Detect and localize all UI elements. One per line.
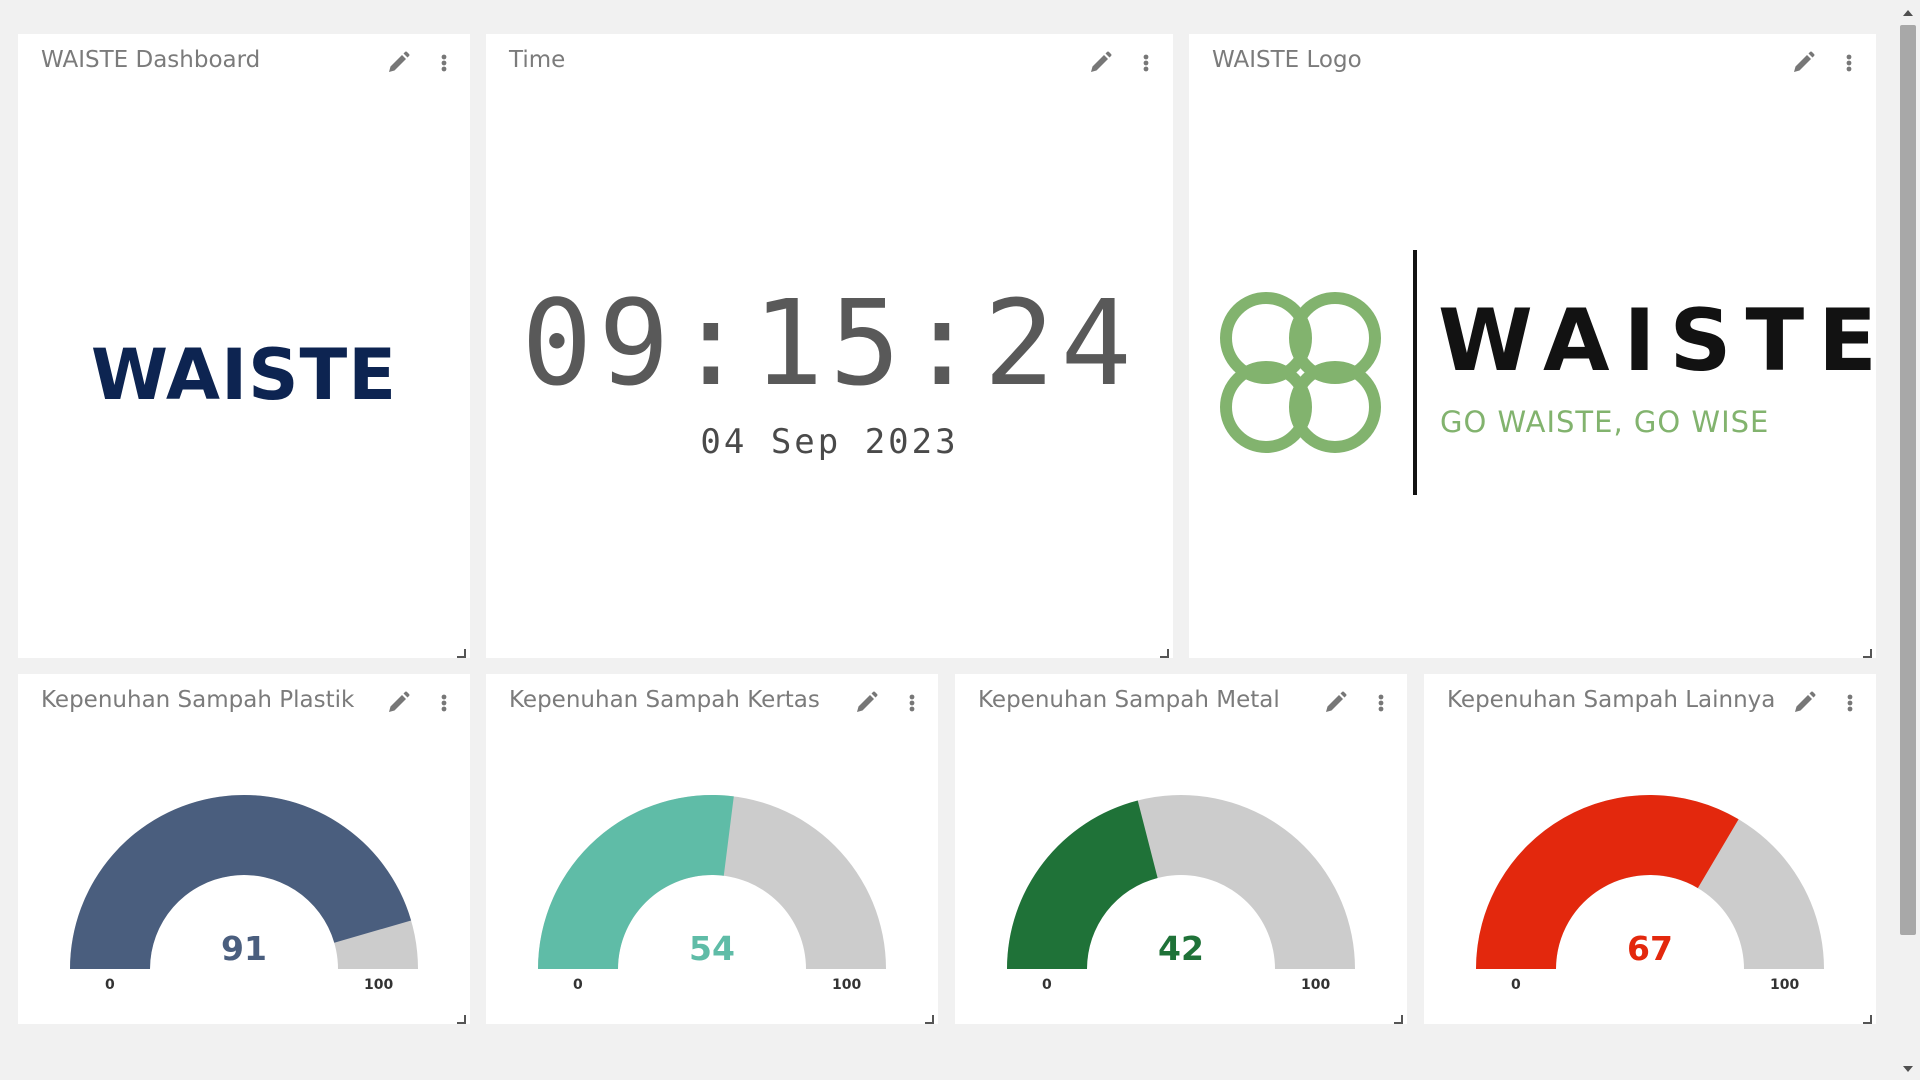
widget-title: Kepenuhan Sampah Kertas <box>509 687 820 713</box>
gauge-min-label: 0 <box>1511 977 1521 993</box>
kebab-menu-icon[interactable] <box>1841 48 1857 78</box>
widget-gauge-lainnya: Kepenuhan Sampah Lainnya 67 0 100 <box>1424 674 1876 1024</box>
clock-time: 09:15:24 <box>521 274 1138 412</box>
kebab-menu-icon[interactable] <box>1138 48 1154 78</box>
resize-handle-icon[interactable] <box>1394 1011 1403 1024</box>
pencil-icon[interactable] <box>1085 48 1115 78</box>
widget-title: Kepenuhan Sampah Metal <box>978 687 1280 713</box>
resize-handle-icon[interactable] <box>925 1011 934 1024</box>
scroll-down-arrow-icon[interactable] <box>1901 1062 1915 1074</box>
gauge-max-label: 100 <box>1301 977 1331 993</box>
gauge-max-label: 100 <box>1770 977 1800 993</box>
resize-handle-icon[interactable] <box>1863 1011 1872 1024</box>
gauge-max-label: 100 <box>832 977 862 993</box>
gauge-chart <box>538 795 886 969</box>
widget-gauge-plastik: Kepenuhan Sampah Plastik 91 0 100 <box>18 674 470 1024</box>
kebab-menu-icon[interactable] <box>1373 688 1389 718</box>
vertical-scrollbar[interactable] <box>1895 0 1920 1080</box>
widget-waiste-dashboard: WAISTE Dashboard WAISTE <box>18 34 470 658</box>
kebab-menu-icon[interactable] <box>904 688 920 718</box>
pencil-icon[interactable] <box>383 48 413 78</box>
kebab-menu-icon[interactable] <box>436 688 452 718</box>
gauge-chart <box>1476 795 1824 969</box>
kebab-menu-icon[interactable] <box>1842 688 1858 718</box>
gauge-fill <box>70 794 412 969</box>
widget-gauge-kertas: Kepenuhan Sampah Kertas 54 0 100 <box>486 674 938 1024</box>
widget-title: Kepenuhan Sampah Plastik <box>41 687 355 713</box>
widget-title: WAISTE Logo <box>1212 47 1362 73</box>
brand-text: WAISTE <box>90 334 398 416</box>
widget-title: Time <box>509 47 566 73</box>
gauge-chart <box>1007 795 1355 969</box>
gauge-value: 91 <box>221 929 267 968</box>
widget-time: Time 09:15:24 04 Sep 2023 <box>486 34 1173 658</box>
pencil-icon[interactable] <box>1320 688 1350 718</box>
logo-tagline: GO WAISTE, GO WISE <box>1440 405 1770 439</box>
gauge-min-label: 0 <box>105 977 115 993</box>
resize-handle-icon[interactable] <box>1160 645 1169 658</box>
logo-wordmark: WAISTE <box>1438 291 1891 391</box>
clover-logo-icon <box>1220 292 1381 453</box>
resize-handle-icon[interactable] <box>1863 645 1872 658</box>
widget-title: WAISTE Dashboard <box>41 47 261 73</box>
gauge-fill <box>1476 795 1739 969</box>
gauge-fill <box>1007 800 1158 969</box>
gauge-max-label: 100 <box>364 977 394 993</box>
pencil-icon[interactable] <box>1789 688 1819 718</box>
scroll-thumb[interactable] <box>1900 25 1916 935</box>
scroll-up-arrow-icon[interactable] <box>1901 6 1915 18</box>
gauge-fill <box>538 795 734 969</box>
gauge-chart <box>70 794 418 969</box>
pencil-icon[interactable] <box>383 688 413 718</box>
pencil-icon[interactable] <box>851 688 881 718</box>
clock-date: 04 Sep 2023 <box>700 422 959 462</box>
widget-gauge-metal: Kepenuhan Sampah Metal 42 0 100 <box>955 674 1407 1024</box>
resize-handle-icon[interactable] <box>457 1011 466 1024</box>
logo-divider <box>1413 250 1417 495</box>
gauge-value: 67 <box>1627 929 1673 968</box>
gauge-value: 42 <box>1158 929 1204 968</box>
resize-handle-icon[interactable] <box>457 645 466 658</box>
widget-title: Kepenuhan Sampah Lainnya <box>1447 687 1776 713</box>
gauge-min-label: 0 <box>1042 977 1052 993</box>
kebab-menu-icon[interactable] <box>436 48 452 78</box>
pencil-icon[interactable] <box>1788 48 1818 78</box>
gauge-min-label: 0 <box>573 977 583 993</box>
gauge-value: 54 <box>689 929 735 968</box>
